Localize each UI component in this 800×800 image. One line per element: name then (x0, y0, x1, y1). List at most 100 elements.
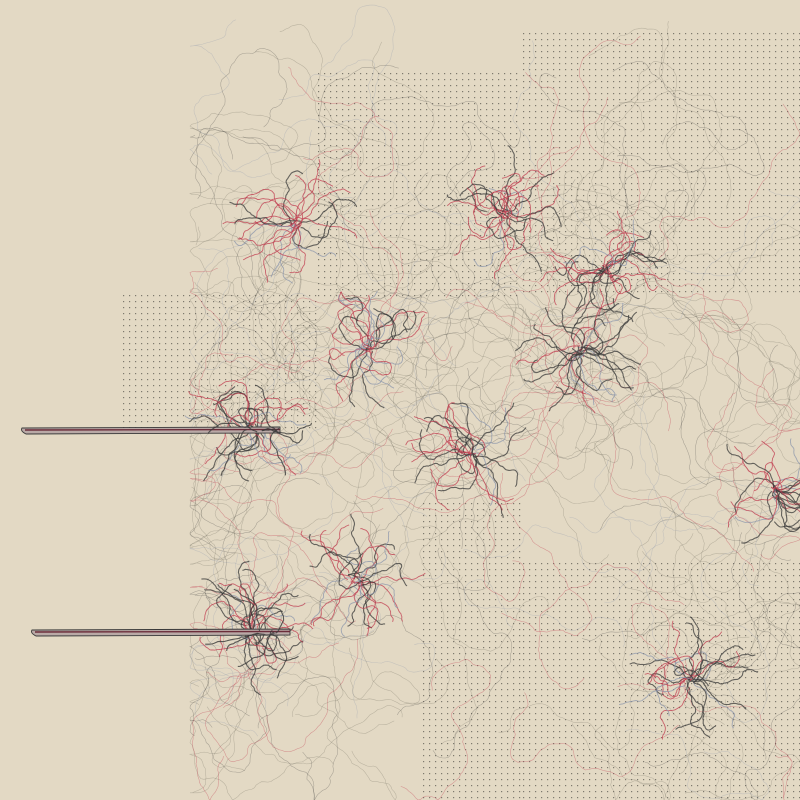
hub-path (233, 223, 294, 247)
hub-path (242, 224, 297, 261)
walk-path (629, 271, 779, 403)
hub-path (270, 221, 302, 278)
hub-path (608, 219, 636, 269)
walk-path (333, 318, 467, 547)
hub-path (470, 165, 502, 214)
walk-path (189, 485, 252, 599)
hub-path (418, 429, 463, 460)
hub-path (453, 218, 501, 256)
hub-path (204, 414, 247, 465)
walk-path (454, 404, 535, 550)
hub-path (574, 270, 606, 314)
walk-path (695, 316, 797, 510)
hub-path (308, 533, 361, 577)
hub-path (357, 528, 379, 585)
walk-path (221, 422, 428, 517)
hub-path (242, 568, 260, 628)
hub-path (338, 298, 373, 346)
hub-path (605, 267, 634, 323)
walk-path (532, 312, 695, 480)
walk-path (189, 615, 313, 717)
hub-path (219, 614, 249, 658)
walk-path (374, 335, 457, 499)
walk-path (189, 629, 289, 707)
walk-path (194, 458, 396, 583)
walk-path (425, 279, 550, 393)
walk-path (608, 360, 800, 489)
walk-path (668, 314, 800, 465)
hub-path (573, 265, 604, 327)
hub-path (338, 315, 373, 351)
hub-path (575, 269, 611, 311)
walk-path (575, 280, 662, 453)
walk-path (194, 280, 286, 501)
hub-path (571, 347, 637, 371)
walk-path (266, 544, 381, 645)
walk-path (530, 312, 649, 407)
walk-path (602, 461, 800, 594)
walk-path (248, 637, 359, 752)
walk-path (496, 169, 583, 315)
hub-path (353, 583, 399, 609)
walk-path (419, 179, 576, 345)
hub-path (589, 267, 620, 311)
hub-path (350, 295, 372, 349)
walk-path (543, 350, 756, 447)
walk-path (571, 670, 714, 800)
walk-path (282, 325, 444, 457)
walk-path (599, 502, 800, 561)
walk-path (525, 308, 664, 434)
walk-path (651, 274, 800, 444)
hub-path (234, 217, 301, 225)
walk-path (189, 127, 353, 205)
hub-path (579, 355, 616, 403)
hub-path (741, 490, 774, 544)
hub-path (263, 229, 297, 283)
hub-path (545, 307, 585, 353)
walk-path (359, 550, 450, 705)
walk-path (635, 310, 735, 461)
walk-path (189, 326, 335, 414)
streaks-layer (21, 384, 313, 667)
walk-path (259, 627, 436, 709)
walk-path (639, 393, 800, 532)
walk-path (293, 300, 454, 462)
hub-path (446, 192, 507, 211)
walk-path (393, 393, 494, 498)
hub-path (257, 424, 303, 474)
hub-path (618, 685, 686, 706)
walk-path (413, 121, 495, 211)
walk-path (189, 177, 340, 201)
walk-path (318, 96, 521, 160)
walk-path (327, 315, 465, 389)
hub-path (354, 530, 390, 585)
hub-path (550, 247, 608, 276)
hub-path (367, 290, 386, 343)
walk-path (321, 412, 463, 588)
walk-path (289, 292, 441, 393)
hub-path (338, 294, 375, 343)
hub-path (328, 348, 373, 361)
hub-path (693, 668, 758, 685)
walk-path (589, 268, 687, 430)
walk-path (335, 291, 449, 446)
hub-path (337, 303, 371, 350)
walk-path (482, 419, 561, 602)
dot-region-top-center (318, 73, 518, 297)
walk-path (279, 24, 364, 205)
hub-path (375, 308, 409, 340)
hub-path (570, 298, 615, 343)
cluster-a (222, 159, 358, 284)
hub-path (605, 232, 644, 274)
walk-path (272, 329, 443, 409)
walk-path (452, 412, 614, 504)
hub-path (689, 650, 740, 682)
hub-path (290, 174, 307, 229)
walk-path (483, 356, 620, 463)
walk-path (236, 196, 356, 307)
hub-path (473, 427, 527, 461)
hub-path (425, 415, 472, 450)
walk-path (399, 337, 588, 450)
hub-path (429, 456, 472, 487)
walk-path (281, 295, 453, 381)
